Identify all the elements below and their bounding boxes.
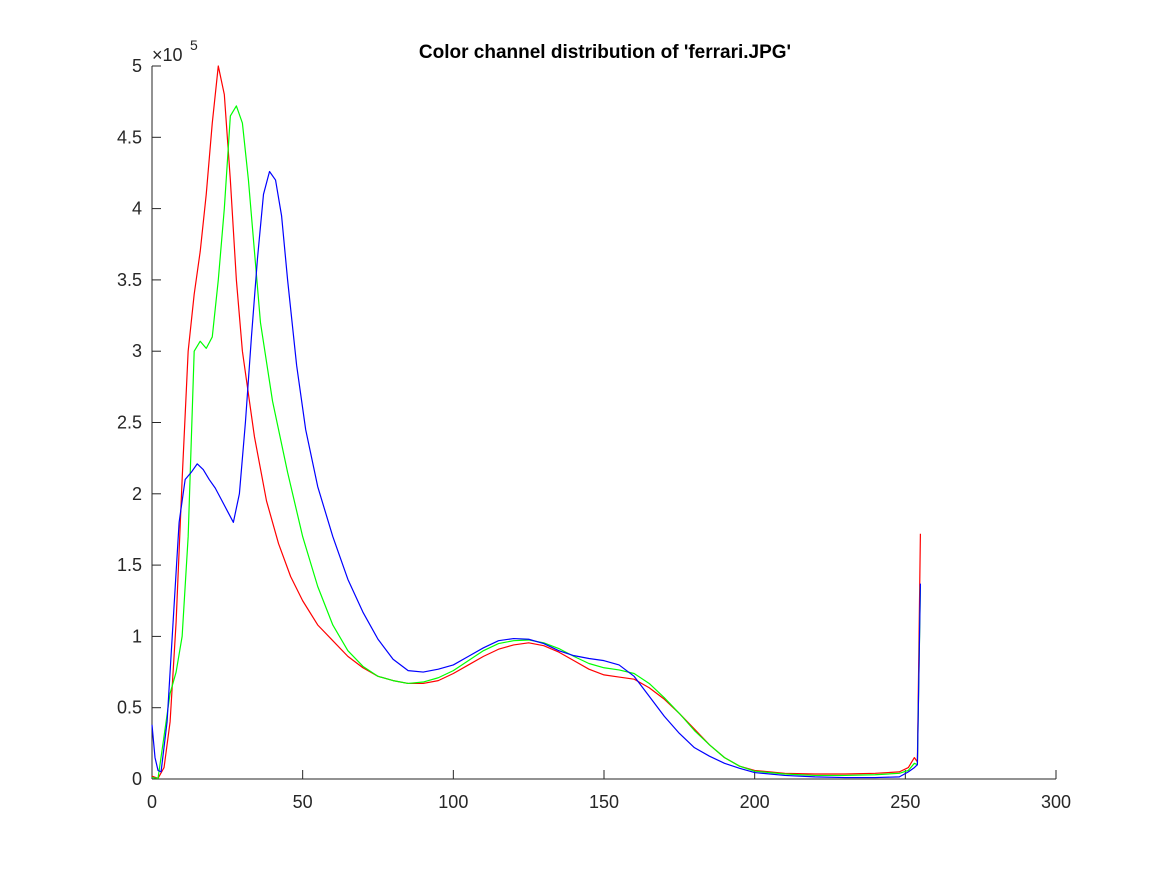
series-line-1 <box>151 105 921 779</box>
y-tick-label: 1 <box>132 626 142 646</box>
y-tick-label: 4.5 <box>117 127 142 147</box>
series-line-2 <box>151 170 921 779</box>
y-tick-label: 2 <box>132 484 142 504</box>
x-tick-label: 300 <box>1041 792 1071 812</box>
series-layer <box>151 65 921 779</box>
y-tick-label: 2.5 <box>117 413 142 433</box>
y-exponent-power: 5 <box>190 37 198 53</box>
y-axis-exponent: ×10 5 <box>152 37 198 65</box>
x-tick-label: 100 <box>438 792 468 812</box>
y-exponent-base: ×10 <box>152 45 183 65</box>
x-tick-label: 50 <box>293 792 313 812</box>
chart-title: Color channel distribution of 'ferrari.J… <box>419 42 791 63</box>
y-tick-label: 0.5 <box>117 698 142 718</box>
x-tick-label: 200 <box>740 792 770 812</box>
x-tick-label: 150 <box>589 792 619 812</box>
y-tick-label: 5 <box>132 56 142 76</box>
y-tick-label: 4 <box>132 199 142 219</box>
x-tick-label: 0 <box>147 792 157 812</box>
y-tick-label: 3.5 <box>117 270 142 290</box>
x-tick-label: 250 <box>890 792 920 812</box>
y-tick-label: 1.5 <box>117 555 142 575</box>
y-tick-label: 0 <box>132 769 142 789</box>
y-tick-label: 3 <box>132 341 142 361</box>
axes: 0 50 100 150 200 250 300 0 0.5 1 1.5 2 2.5 3 3.5 4 4.5 5 <box>117 56 1071 812</box>
